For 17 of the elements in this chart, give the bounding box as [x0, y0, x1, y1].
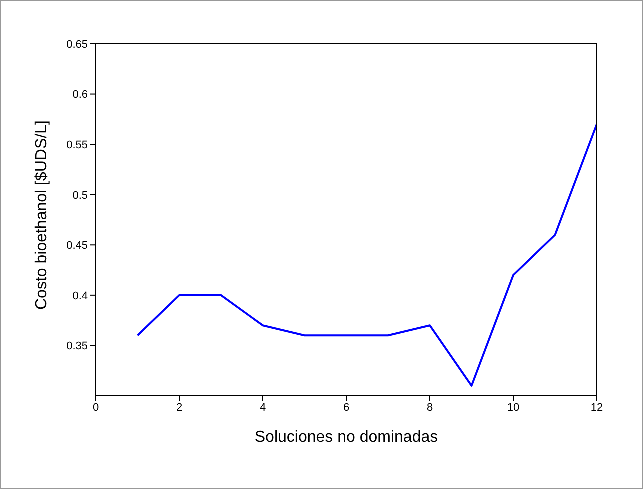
y-tick-label: 0.5 — [72, 190, 88, 202]
x-tick-label: 10 — [507, 402, 520, 414]
y-tick-label: 0.35 — [66, 340, 88, 353]
x-tick-label: 2 — [176, 402, 183, 414]
x-tick-label: 0 — [92, 402, 100, 414]
x-axis-title: Soluciones no dominadas — [254, 429, 438, 446]
line-series — [136, 123, 597, 387]
x-tick-label: 8 — [426, 402, 434, 414]
y-tick-label: 0.45 — [66, 240, 88, 252]
y-axis-title: Costo bioethanol [$UDS/L] — [34, 120, 51, 310]
y-tick-label: 0.55 — [66, 139, 88, 152]
y-tick-label: 0.65 — [66, 38, 88, 51]
y-tick-label: 0.4 — [72, 290, 88, 302]
x-tick-label: 4 — [260, 402, 266, 414]
y-tick-label: 0.6 — [72, 89, 88, 102]
x-tick-label: 12 — [590, 402, 604, 414]
x-tick-label: 6 — [343, 402, 350, 414]
